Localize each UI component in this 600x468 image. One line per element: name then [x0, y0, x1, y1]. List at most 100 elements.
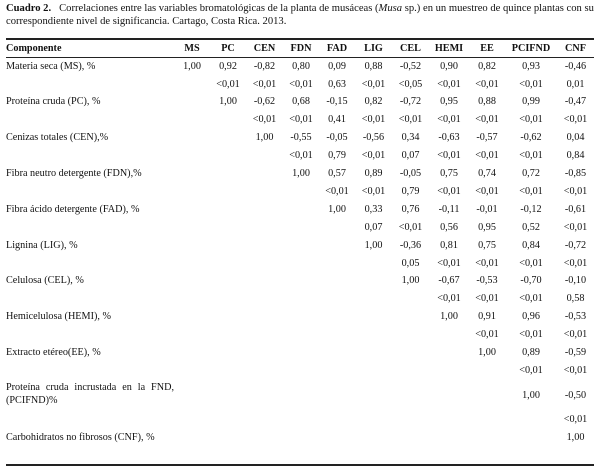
correlation-cell: 0,89: [522, 347, 540, 359]
correlation-cell: [429, 429, 469, 447]
correlation-cell: 1,00: [183, 60, 201, 72]
significance-cell: <0,01: [519, 185, 543, 197]
correlation-cell: 1,00: [328, 203, 346, 215]
significance-cell: <0,01: [519, 329, 543, 341]
significance-cell: [210, 411, 246, 429]
correlation-cell: 1,00: [255, 132, 274, 144]
significance-cell: <0,01: [289, 114, 313, 126]
correlation-cell: -0,70: [520, 275, 542, 287]
correlation-cell: 0,91: [478, 311, 496, 323]
significance-cell: [283, 183, 319, 201]
significance-cell: [355, 254, 392, 272]
significance-cell: [283, 326, 319, 344]
significance-cell: <0,01: [361, 78, 386, 90]
header-cell: FAD: [326, 43, 348, 54]
significance-cell: <0,01: [252, 114, 277, 126]
correlation-cell: 0,92: [219, 60, 237, 72]
significance-cell: <0,01: [475, 329, 499, 341]
significance-cell: <0,01: [519, 257, 543, 269]
table-row: Lignina (LIG), % 1,00 -0,36 0,81 0,75 0,84 -0,…: [6, 236, 594, 254]
significance-row: <0,01 <0,01 <0,01: [6, 326, 594, 344]
correlation-cell: -0,67: [438, 275, 460, 287]
correlation-cell: 1,00: [522, 389, 540, 401]
correlation-cell: -0,05: [399, 168, 422, 180]
significance-cell: [246, 254, 283, 272]
significance-cell: <0,01: [563, 329, 588, 341]
significance-cell: <0,01: [475, 150, 499, 162]
table-caption: Cuadro 2. Correlaciones entre las variab…: [6, 2, 594, 28]
correlation-cell: [210, 129, 246, 147]
correlation-cell: [174, 129, 210, 147]
significance-cell: <0,01: [519, 78, 543, 90]
table-row: Fibra ácido detergente (FAD), % 1,00 0,33 0…: [6, 200, 594, 218]
header-cell: CEN: [253, 43, 276, 54]
correlation-cell: [210, 272, 246, 290]
blank-cell: [6, 75, 174, 93]
top-rule: [6, 38, 594, 40]
correlation-cell: -0,47: [564, 96, 587, 108]
significance-row: <0,01 <0,01: [6, 362, 594, 380]
significance-cell: <0,01: [437, 257, 461, 269]
correlation-cell: -0,15: [326, 96, 348, 108]
significance-cell: [174, 254, 210, 272]
significance-cell: <0,01: [519, 364, 543, 376]
significance-cell: [174, 411, 210, 429]
significance-cell: [246, 218, 283, 236]
significance-cell: [174, 111, 210, 129]
correlation-cell: -0,82: [253, 60, 276, 72]
correlation-cell: -0,56: [362, 132, 385, 144]
table-row: Fibra neutro detergente (FDN),% 1,00 0,57 0…: [6, 164, 594, 182]
significance-cell: [246, 362, 283, 380]
correlation-cell: 0,90: [440, 60, 458, 72]
row-label: Celulosa (CEL), %: [6, 275, 84, 287]
significance-cell: [174, 147, 210, 165]
significance-cell: 0,95: [478, 221, 496, 233]
header-cell: PC: [221, 43, 235, 54]
correlation-cell: [283, 429, 319, 447]
correlation-cell: -0,12: [520, 203, 542, 215]
significance-row: <0,01 <0,01 0,79 <0,01 <0,01 <0,01 <0,01: [6, 183, 594, 201]
correlation-cell: [246, 343, 283, 361]
correlation-cell: [469, 379, 505, 411]
correlation-cell: 1,00: [440, 311, 458, 323]
significance-row: <0,01: [6, 411, 594, 429]
significance-cell: 0,05: [401, 257, 420, 269]
significance-cell: <0,01: [563, 257, 588, 269]
correlation-cell: [429, 379, 469, 411]
significance-cell: [210, 147, 246, 165]
significance-row: <0,01 0,79 <0,01 0,07 <0,01 <0,01 <0,01 0,84: [6, 147, 594, 165]
significance-cell: [469, 411, 505, 429]
significance-cell: [319, 218, 355, 236]
row-label: Proteína cruda incrustada en la FND, (PC…: [6, 382, 174, 407]
significance-cell: <0,01: [252, 78, 277, 90]
header-cell: MS: [184, 43, 200, 54]
correlation-cell: [174, 200, 210, 218]
correlation-cell: -0,55: [290, 132, 312, 144]
significance-cell: 0,56: [440, 221, 458, 233]
correlation-cell: [392, 308, 429, 326]
caption-italic: Musa: [378, 3, 403, 14]
correlation-cell: [319, 343, 355, 361]
header-cell: LIG: [364, 43, 383, 54]
correlation-cell: [210, 429, 246, 447]
significance-cell: <0,01: [475, 114, 499, 126]
significance-cell: 0,58: [566, 293, 585, 305]
significance-cell: <0,01: [398, 114, 423, 126]
correlation-cell: [174, 93, 210, 111]
correlation-cell: [210, 379, 246, 411]
header-cell: CNF: [565, 43, 586, 54]
significance-cell: 0,41: [328, 114, 346, 126]
correlation-cell: -0,61: [564, 203, 587, 215]
significance-cell: <0,01: [437, 114, 461, 126]
header-rule: [6, 57, 594, 58]
correlation-cell: -0,62: [520, 132, 542, 144]
significance-cell: [505, 411, 557, 429]
significance-cell: [392, 362, 429, 380]
significance-cell: [392, 290, 429, 308]
correlation-cell: -0,85: [564, 168, 587, 180]
correlation-cell: [355, 272, 392, 290]
correlation-cell: 0,88: [364, 60, 383, 72]
correlation-cell: 0,75: [478, 239, 496, 251]
significance-cell: <0,01: [289, 150, 313, 162]
significance-cell: [319, 326, 355, 344]
